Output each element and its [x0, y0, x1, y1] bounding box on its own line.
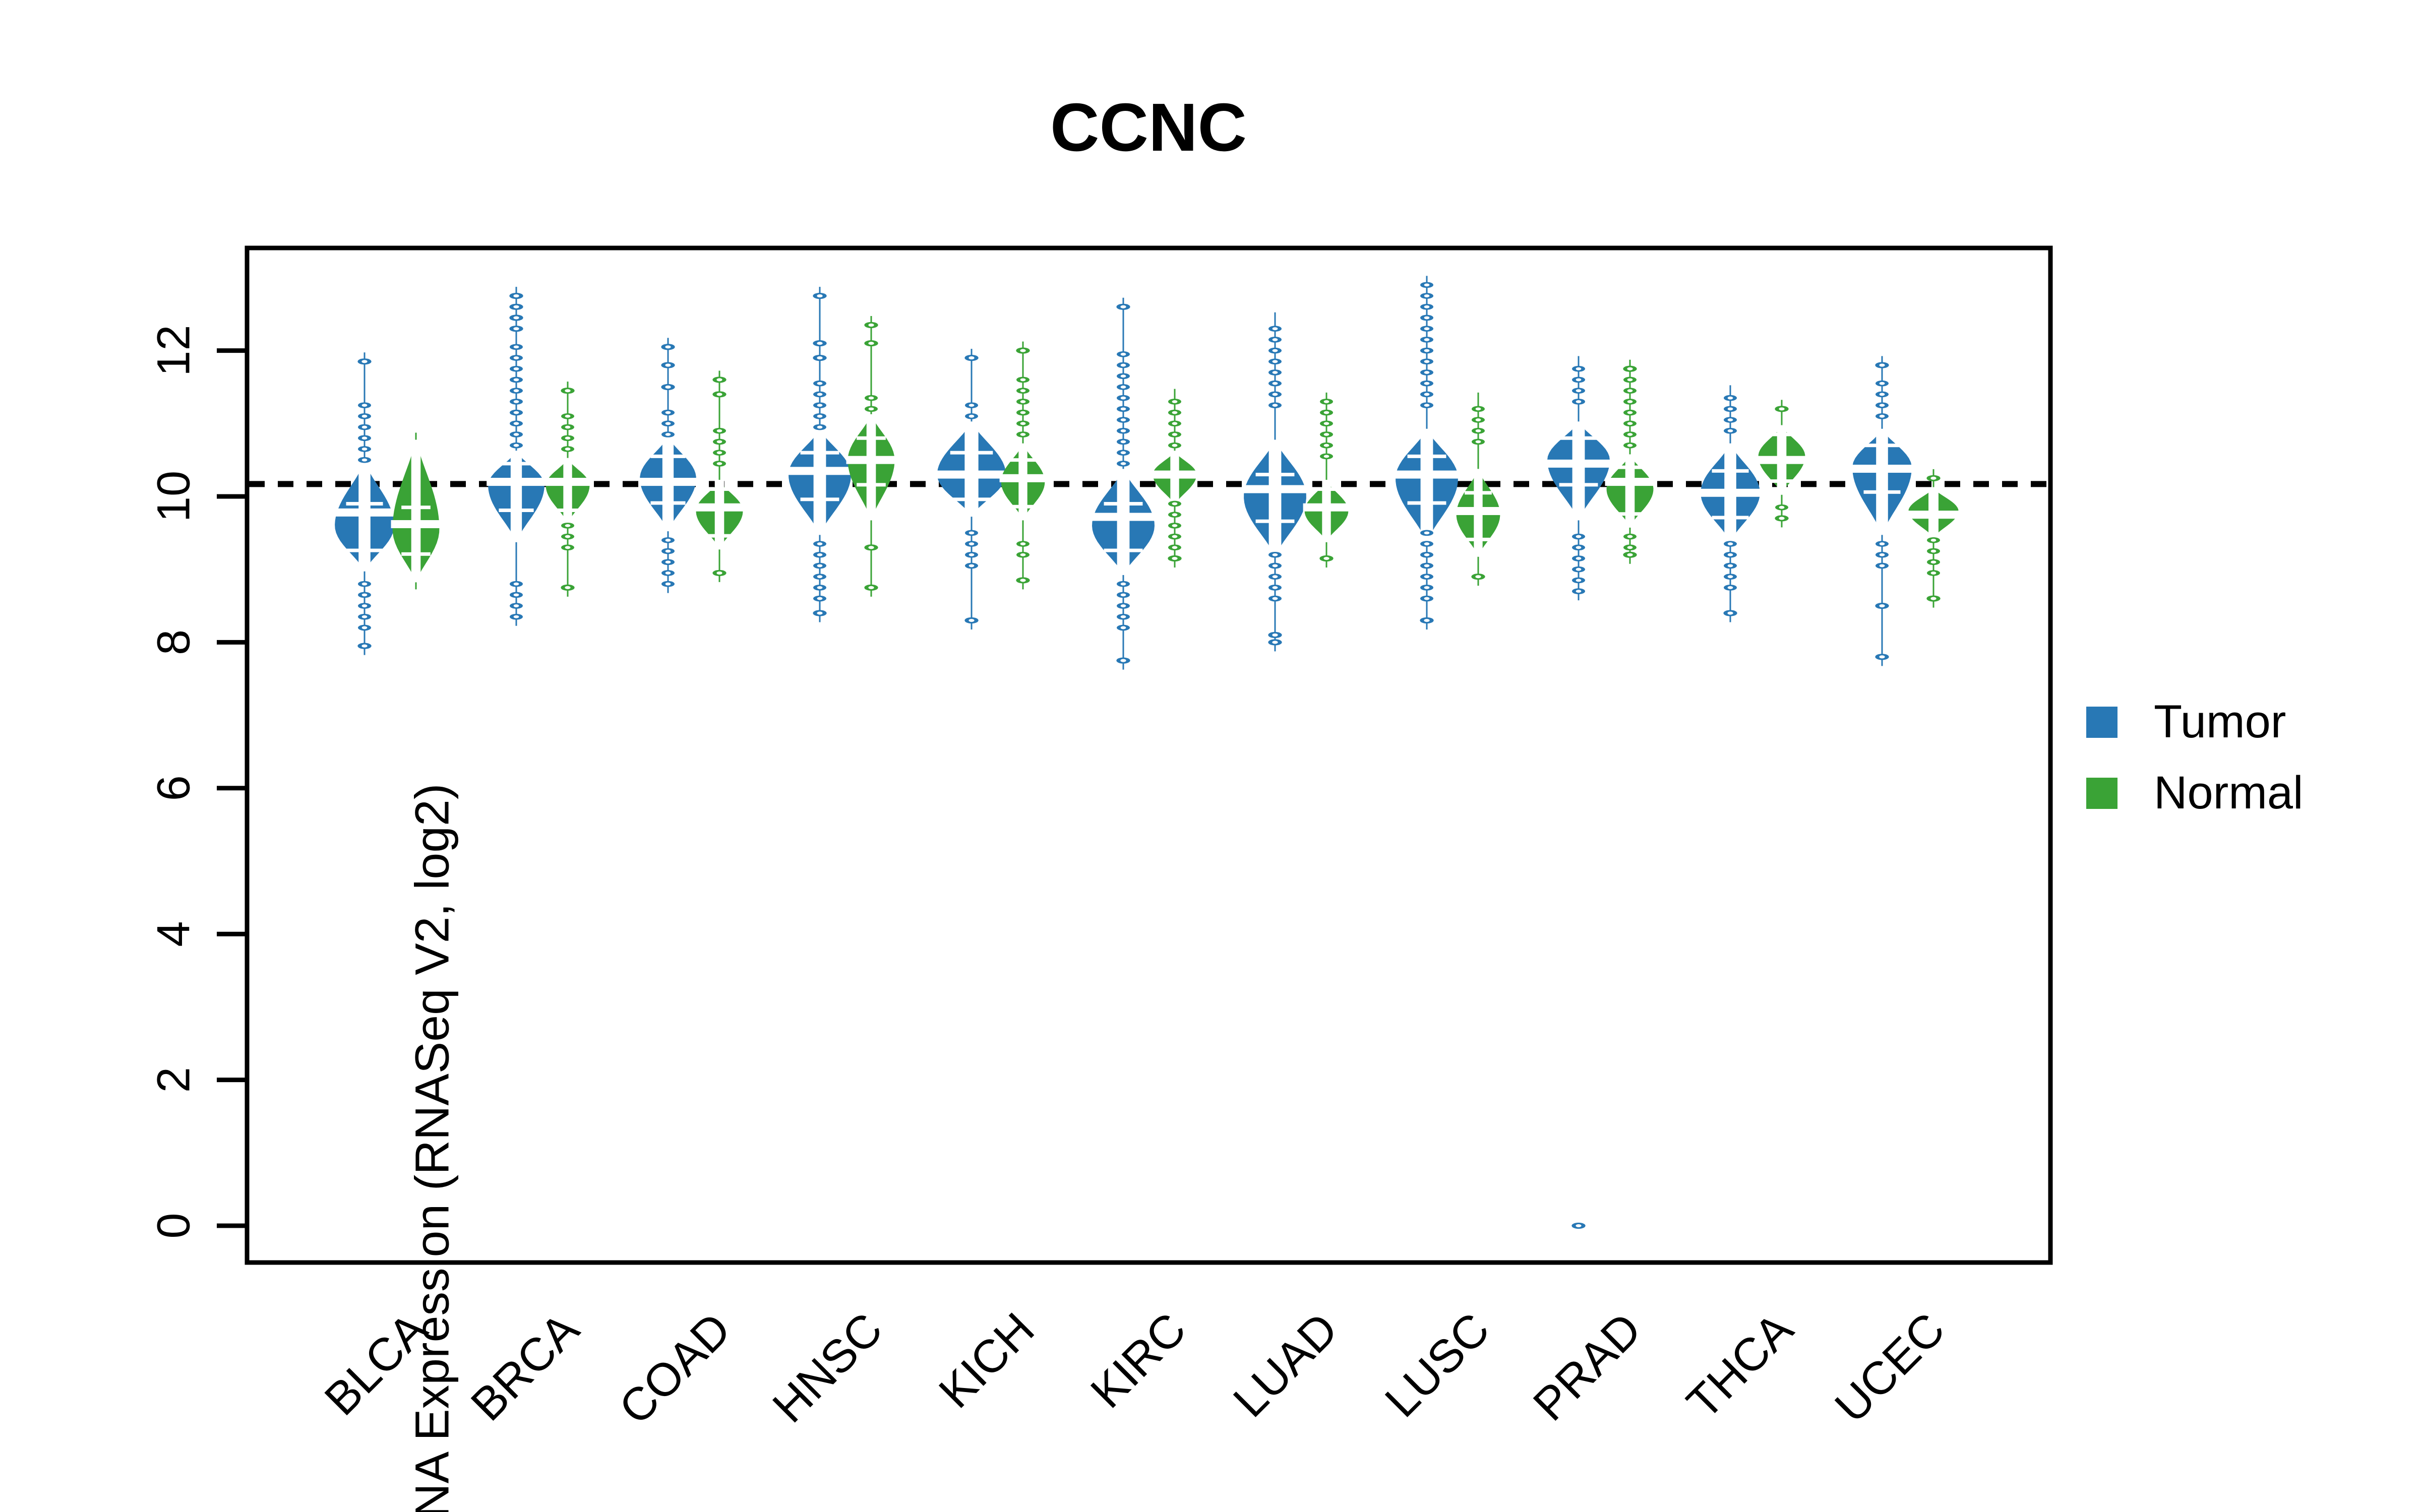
violin-normal-KICH [999, 341, 1047, 590]
violin-normal-UCEC [1907, 469, 1960, 608]
legend: Tumor Normal [2086, 696, 2303, 838]
violin-normal-LUAD [1303, 392, 1350, 568]
violin-normal-BRCA [544, 382, 591, 597]
violin-tumor-LUSC [1394, 276, 1460, 629]
violin-tumor-BLCA [333, 352, 396, 655]
y-tick-label-0: 0 [148, 1213, 200, 1239]
y-tick-label-8: 8 [148, 629, 200, 655]
violin-normal-BLCA [391, 432, 441, 590]
y-tick-label-6: 6 [148, 775, 200, 801]
violin-tumor-UCEC [1851, 356, 1913, 666]
legend-item-tumor: Tumor [2086, 696, 2303, 748]
y-tick-label-10: 10 [148, 470, 200, 523]
violin-normal-THCA [1757, 400, 1807, 528]
violin-tumor-LUAD [1242, 312, 1308, 652]
violin-tumor-THCA [1699, 385, 1762, 622]
violin-tumor-COAD [638, 338, 698, 593]
violin-tumor-BRCA [487, 287, 546, 626]
y-tick-label-12: 12 [148, 325, 200, 376]
legend-label-normal: Normal [2154, 767, 2304, 818]
legend-item-normal: Normal [2086, 767, 2303, 820]
legend-label-tumor: Tumor [2154, 696, 2286, 747]
violin-tumor-KIRC [1091, 297, 1156, 670]
violin-normal-HNSC [846, 316, 896, 597]
violin-tumor-HNSC [787, 287, 853, 622]
tumor-swatch-icon [2086, 706, 2118, 738]
y-tick-label-2: 2 [148, 1067, 200, 1093]
panel-border [245, 245, 2053, 1265]
violin-tumor-KICH [935, 349, 1008, 629]
violin-normal-COAD [694, 370, 745, 582]
violin-normal-PRAD [1605, 359, 1655, 564]
violin-tumor-PRAD [1546, 356, 1611, 1229]
chart-title: CCNC [1050, 89, 1247, 165]
violin-normal-LUSC [1455, 392, 1502, 586]
y-tick-label-4: 4 [148, 921, 200, 947]
normal-swatch-icon [2086, 777, 2118, 809]
violin-normal-KIRC [1151, 389, 1198, 568]
